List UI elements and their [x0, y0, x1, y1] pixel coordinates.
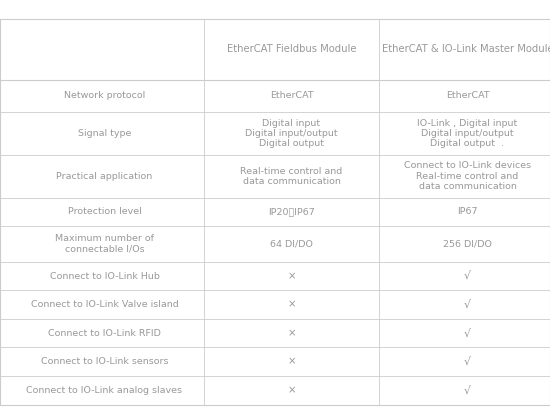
Text: Real-time control and
data communication: Real-time control and data communication — [240, 166, 343, 186]
Text: IP67: IP67 — [457, 207, 478, 216]
Text: √: √ — [464, 271, 471, 281]
Text: Connect to IO-Link devices
Real-time control and
data communication: Connect to IO-Link devices Real-time con… — [404, 162, 531, 191]
Text: ×: × — [287, 300, 296, 310]
Text: Maximum number of
connectable I/Os: Maximum number of connectable I/Os — [55, 234, 154, 254]
Text: Signal type: Signal type — [78, 129, 131, 138]
Text: Digital input
Digital input/output
Digital output: Digital input Digital input/output Digit… — [245, 119, 338, 148]
Text: Network protocol: Network protocol — [64, 91, 145, 100]
Text: IO-Link , Digital input
Digital input/output
Digital output  .: IO-Link , Digital input Digital input/ou… — [417, 119, 518, 148]
Text: √: √ — [464, 385, 471, 395]
Text: IP20、IP67: IP20、IP67 — [268, 207, 315, 216]
Text: Practical application: Practical application — [56, 172, 153, 181]
Text: √: √ — [464, 300, 471, 310]
Text: 64 DI/DO: 64 DI/DO — [270, 239, 313, 248]
Text: ×: × — [287, 357, 296, 367]
Text: ×: × — [287, 328, 296, 338]
Text: ×: × — [287, 385, 296, 395]
Text: √: √ — [464, 328, 471, 338]
Text: EtherCAT & IO-Link Master Module: EtherCAT & IO-Link Master Module — [382, 44, 550, 54]
Text: EtherCAT: EtherCAT — [270, 91, 314, 100]
Text: EtherCAT Fieldbus Module: EtherCAT Fieldbus Module — [227, 44, 356, 54]
Text: Connect to IO-Link Valve island: Connect to IO-Link Valve island — [31, 300, 178, 309]
Text: ×: × — [287, 271, 296, 281]
Text: 256 DI/DO: 256 DI/DO — [443, 239, 492, 248]
Text: Connect to IO-Link sensors: Connect to IO-Link sensors — [41, 357, 168, 366]
Text: Connect to IO-Link analog slaves: Connect to IO-Link analog slaves — [26, 386, 183, 395]
Text: EtherCAT: EtherCAT — [446, 91, 490, 100]
Text: Connect to IO-Link RFID: Connect to IO-Link RFID — [48, 329, 161, 338]
Text: √: √ — [464, 357, 471, 367]
Text: Protection level: Protection level — [68, 207, 141, 216]
Text: Connect to IO-Link Hub: Connect to IO-Link Hub — [50, 272, 160, 281]
